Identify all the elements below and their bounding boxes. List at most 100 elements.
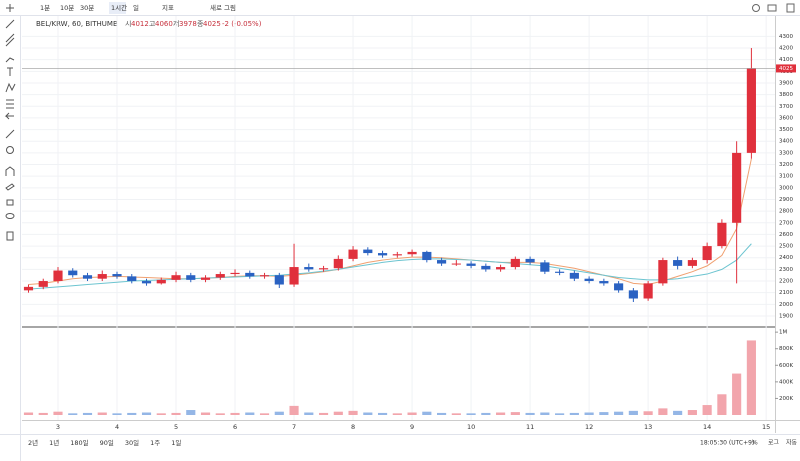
y-tick-label: 2200 — [779, 279, 793, 285]
range-button[interactable]: 90일 — [100, 438, 114, 447]
candle-body — [68, 270, 78, 276]
range-button[interactable]: 30일 — [125, 438, 139, 447]
volume-bar — [274, 411, 284, 415]
axis-button[interactable]: 로그 — [768, 440, 780, 447]
volume-bar — [599, 412, 609, 415]
y-tick-label: 2100 — [779, 290, 793, 296]
candle-body — [127, 276, 137, 282]
candle-body — [38, 281, 48, 287]
candle-body — [451, 263, 461, 265]
top-icons[interactable] — [752, 3, 795, 13]
lock-tool[interactable] — [6, 199, 14, 206]
volume-bar — [628, 410, 638, 415]
volume-bar — [215, 413, 225, 415]
volume-bar — [186, 410, 196, 415]
x-tick-label: 6 — [233, 423, 237, 431]
volume-bar — [422, 411, 432, 415]
volume-bar — [156, 413, 166, 415]
volume-bar — [318, 412, 329, 415]
candle-body — [628, 290, 638, 299]
clock: 18:05:30 (UTC+9) — [700, 440, 754, 447]
y-tick-label: 4300 — [779, 34, 793, 40]
brush-tool[interactable] — [5, 57, 15, 63]
candle-body — [687, 260, 697, 266]
volume-tick-label: 600K — [779, 363, 793, 369]
c-value: 4025 — [203, 20, 221, 28]
axis-button[interactable]: 자동 — [786, 439, 798, 447]
fullscreen[interactable] — [786, 3, 795, 13]
eye-tool[interactable] — [5, 213, 15, 219]
o-value: 4012 — [131, 20, 149, 28]
x-tick-label: 5 — [174, 423, 178, 431]
range-button[interactable]: 2년 — [28, 438, 38, 447]
pattern-tool[interactable] — [5, 82, 16, 93]
back-tool[interactable] — [4, 112, 14, 120]
interval[interactable]: 10분 — [60, 4, 74, 12]
active-interval-bg — [109, 2, 126, 14]
interval[interactable]: 1시간 — [111, 3, 127, 12]
volume-bar — [584, 412, 594, 415]
range-button[interactable]: 1주 — [150, 439, 160, 447]
text-tool[interactable] — [7, 67, 13, 76]
y-tick-label: 4100 — [779, 57, 793, 63]
range-button[interactable]: 1일 — [171, 438, 181, 447]
x-tick-label: 13 — [644, 423, 652, 431]
interval[interactable]: 1분 — [40, 4, 50, 12]
candle-body — [171, 275, 181, 280]
candle-body — [333, 258, 343, 269]
candle-body — [348, 249, 358, 259]
moving-average — [28, 158, 752, 286]
symbol: BEL/KRW, 60, BITHUMB — [36, 20, 118, 28]
x-tick-label: 10 — [467, 423, 475, 431]
y-tick-label: 3200 — [779, 162, 793, 168]
interval[interactable]: 일 — [133, 3, 139, 12]
cross-tool[interactable] — [6, 4, 14, 12]
candle-body — [97, 274, 107, 279]
candle-body — [274, 275, 284, 285]
trash-tool[interactable] — [6, 231, 14, 241]
volume-bar — [245, 412, 255, 415]
ruler-tool[interactable] — [5, 129, 15, 139]
settings[interactable] — [752, 4, 760, 12]
fib-tool[interactable] — [6, 99, 14, 109]
moving-average — [28, 243, 752, 290]
volume-bar — [304, 412, 314, 415]
volume-bar — [481, 412, 491, 415]
magnet-tool[interactable] — [5, 166, 15, 176]
snapshot[interactable] — [767, 4, 777, 12]
range-button[interactable]: 1년 — [49, 438, 59, 447]
volume-bar — [171, 412, 181, 415]
candle-body — [496, 267, 506, 270]
zoom-tool[interactable] — [6, 146, 14, 154]
interval[interactable]: 30분 — [80, 4, 94, 12]
candle-body — [363, 249, 373, 254]
redraw[interactable]: 새로 그림 — [210, 3, 236, 12]
y-tick-label: 2900 — [779, 197, 793, 203]
x-tick-label: 8 — [351, 423, 355, 431]
x-tick-label: 3 — [56, 423, 60, 431]
lock-draw-tool[interactable] — [5, 183, 15, 191]
axis-button[interactable]: % — [752, 440, 758, 447]
volume-bar — [200, 412, 211, 415]
y-tick-label: 2700 — [779, 220, 793, 226]
range-button[interactable]: 180일 — [70, 438, 88, 447]
y-tick-label: 2400 — [779, 255, 793, 261]
candle-body — [82, 275, 93, 279]
change: -2 (-0.05%) — [222, 20, 262, 28]
x-tick-label: 12 — [585, 423, 593, 431]
volume-bar — [732, 373, 742, 415]
candle-body — [599, 281, 609, 284]
left-tools[interactable] — [4, 4, 16, 241]
y-tick-label: 1900 — [779, 313, 793, 319]
y-tick-label: 3700 — [779, 104, 793, 110]
candle-body — [746, 68, 756, 153]
candle-body — [215, 274, 225, 278]
c-label: 종 — [197, 20, 204, 28]
line-tool[interactable] — [5, 19, 15, 29]
channel-tool[interactable] — [5, 33, 15, 47]
candle-body — [245, 272, 255, 277]
candle-body — [732, 152, 742, 223]
indicators[interactable]: 지표 — [162, 3, 174, 12]
candle-body — [673, 260, 683, 266]
volume-bar — [377, 412, 388, 415]
